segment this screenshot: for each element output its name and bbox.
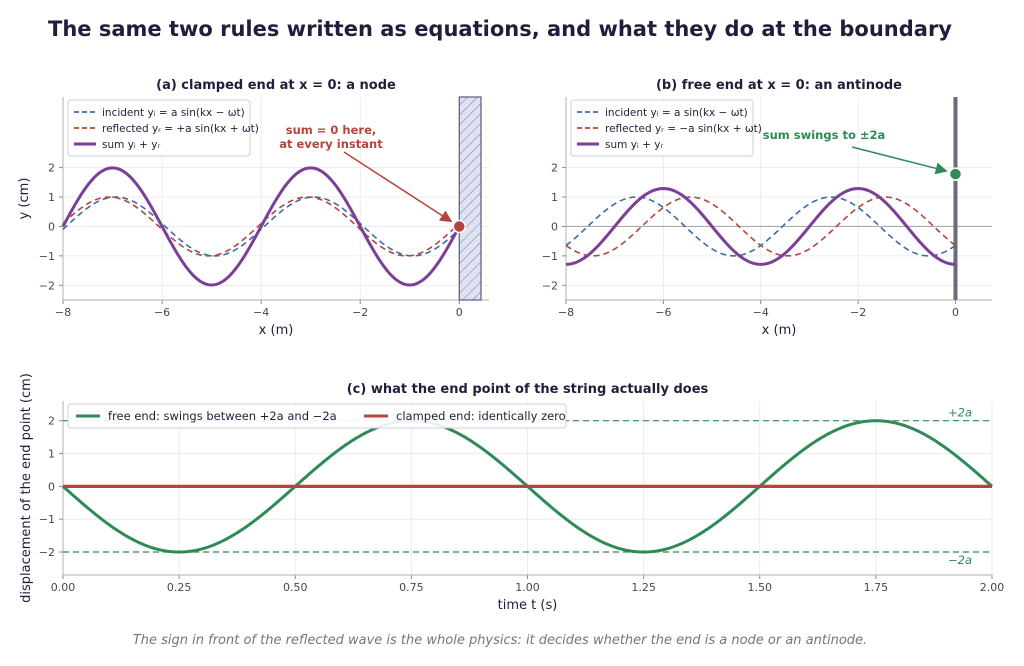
x-tick-label: 1.00 bbox=[515, 581, 540, 594]
y-tick-label: 2 bbox=[48, 415, 55, 428]
caption: The sign in front of the reflected wave … bbox=[133, 633, 867, 648]
x-tick-label: −4 bbox=[253, 306, 269, 319]
y-tick-label: 2 bbox=[551, 162, 558, 175]
x-axis-label: x (m) bbox=[762, 323, 797, 338]
legend-label: incident yᵢ = a sin(kx − ωt) bbox=[605, 107, 748, 119]
y-tick-label: −2 bbox=[39, 546, 55, 559]
y-tick-label: −2 bbox=[542, 279, 558, 292]
y-tick-label: −1 bbox=[39, 250, 55, 263]
legend-label: reflected yᵣ = +a sin(kx + ωt) bbox=[102, 123, 259, 135]
x-tick-label: 0.25 bbox=[167, 581, 192, 594]
legend-label: clamped end: identically zero bbox=[396, 409, 566, 423]
annotation-arrow bbox=[343, 151, 453, 223]
panel-title: (b) free end at x = 0: an antinode bbox=[656, 78, 902, 93]
legend-label: sum yᵢ + yᵣ bbox=[102, 139, 160, 151]
y-tick-label: 0 bbox=[551, 220, 558, 233]
x-tick-label: −8 bbox=[558, 306, 574, 319]
legend-box bbox=[67, 99, 251, 157]
end-point-marker bbox=[948, 167, 963, 181]
panel-title: (a) clamped end at x = 0: a node bbox=[156, 78, 396, 93]
x-tick-label: 0 bbox=[456, 306, 463, 319]
y-tick-label: 1 bbox=[551, 191, 558, 204]
x-tick-label: −2 bbox=[850, 306, 866, 319]
y-tick-label: 1 bbox=[48, 191, 55, 204]
panel-c: 0.00 0.25 0.50 0.75 1.00 1.25 1.50 1.75 2.00 −2 −1… bbox=[19, 373, 1004, 613]
x-axis-label: time t (s) bbox=[498, 598, 558, 613]
series-sum bbox=[565, 187, 956, 266]
figure-title: The same two rules written as equations,… bbox=[48, 17, 952, 41]
x-tick-label: 0.75 bbox=[399, 581, 424, 594]
y-tick-label: −2 bbox=[39, 279, 55, 292]
legend-box bbox=[570, 99, 754, 157]
panel-a: −8 −6 −4 −2 0 −2 −1 0 1 2 (a) clamped end at x = 0… bbox=[17, 78, 489, 338]
x-tick-label: 0.00 bbox=[51, 581, 76, 594]
x-tick-label: 1.25 bbox=[631, 581, 656, 594]
panel-b: −8 −6 −4 −2 0 −2 −1 0 1 2 (b) free end at x = 0: a… bbox=[542, 78, 992, 338]
annotation-text: sum swings to ±2a bbox=[763, 128, 886, 142]
end-point-marker bbox=[452, 219, 467, 234]
y-axis-label: displacement of the end point (cm) bbox=[19, 373, 34, 603]
panel-title: (c) what the end point of the string act… bbox=[347, 382, 709, 397]
y-tick-label: −1 bbox=[39, 513, 55, 526]
legend-box bbox=[67, 403, 567, 429]
y-tick-label: −1 bbox=[542, 250, 558, 263]
y-tick-label: 0 bbox=[48, 220, 55, 233]
x-tick-label: −8 bbox=[55, 306, 71, 319]
legend-label: reflected yᵣ = −a sin(kx + ωt) bbox=[605, 123, 762, 135]
annotation-text: at every instant bbox=[279, 137, 383, 151]
legend-label: incident yᵢ = a sin(kx − ωt) bbox=[102, 107, 245, 119]
x-tick-label: −6 bbox=[655, 306, 671, 319]
x-axis-label: x (m) bbox=[259, 323, 294, 338]
x-tick-label: 0 bbox=[952, 306, 959, 319]
legend-label: free end: swings between +2a and −2a bbox=[108, 409, 337, 423]
clamped-wall bbox=[458, 96, 482, 301]
x-tick-label: −2 bbox=[352, 306, 368, 319]
x-tick-label: −4 bbox=[753, 306, 769, 319]
x-tick-label: 2.00 bbox=[980, 581, 1005, 594]
series-reflected bbox=[565, 196, 956, 257]
x-tick-label: −6 bbox=[154, 306, 170, 319]
x-tick-label: 0.50 bbox=[283, 581, 308, 594]
y-tick-label: 2 bbox=[48, 162, 55, 175]
x-tick-label: 1.75 bbox=[864, 581, 889, 594]
x-tick-label: 1.50 bbox=[748, 581, 773, 594]
annotation-text: sum = 0 here, bbox=[286, 123, 377, 137]
y-tick-label: 1 bbox=[48, 448, 55, 461]
reference-line-label: +2a bbox=[948, 406, 972, 420]
annotation-arrow bbox=[851, 146, 948, 175]
y-axis-label: y (cm) bbox=[17, 178, 32, 220]
series-sum bbox=[61, 166, 461, 287]
y-tick-label: 0 bbox=[48, 480, 55, 493]
reference-line-label: −2a bbox=[948, 553, 972, 567]
legend-label: sum yᵢ + yᵣ bbox=[605, 139, 663, 151]
